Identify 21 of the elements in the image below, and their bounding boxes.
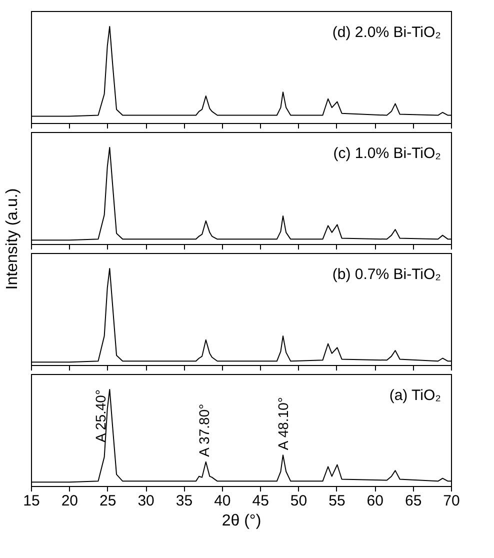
x-tick-label: 30: [138, 492, 154, 510]
x-tick-label: 50: [290, 492, 308, 510]
x-tick-label: 45: [252, 492, 269, 510]
x-axis-title: 2θ (°): [222, 512, 262, 530]
annotation: (c) 1.0% Bi-TiO₂: [333, 145, 442, 162]
y-axis-title: Intensity (a.u.): [4, 188, 21, 290]
x-tick-label: 15: [23, 492, 40, 510]
x-tick-label: 65: [404, 492, 422, 510]
annotation: A 25.40°: [92, 389, 108, 443]
x-tick-label: 35: [176, 492, 193, 510]
x-tick-label: 20: [61, 492, 78, 510]
x-tick-label: 40: [214, 492, 231, 510]
annotation: A 37.80°: [196, 404, 212, 457]
annotation: (a) TiO₂: [389, 387, 442, 404]
x-tick-label: 60: [366, 492, 384, 510]
annotation: A 48.10°: [274, 397, 291, 450]
x-tick-label: 70: [443, 492, 460, 510]
annotation: (b) 0.7% Bi-TiO₂: [332, 266, 442, 283]
annotation: (d) 2.0% Bi-TiO₂: [332, 24, 442, 41]
x-tick-label: 55: [328, 492, 346, 510]
x-tick-label: 25: [100, 492, 116, 510]
